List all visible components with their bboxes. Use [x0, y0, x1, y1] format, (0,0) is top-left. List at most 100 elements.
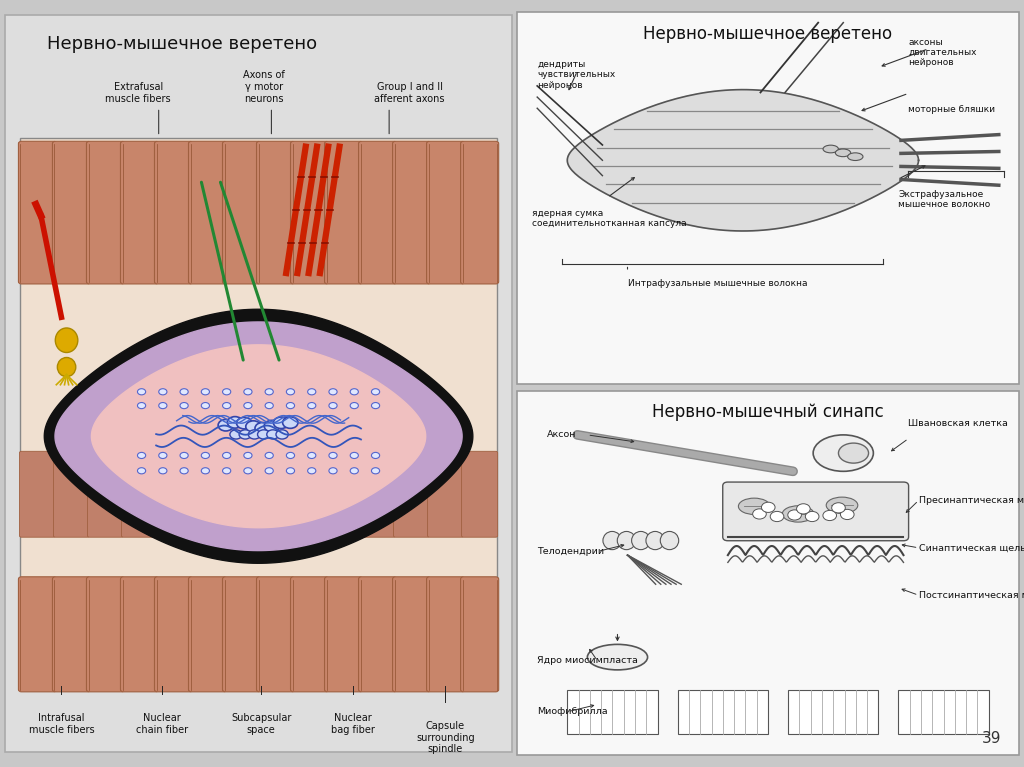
Circle shape: [329, 468, 337, 474]
FancyBboxPatch shape: [517, 391, 1019, 755]
Circle shape: [159, 468, 167, 474]
Circle shape: [266, 430, 279, 439]
Circle shape: [372, 468, 380, 474]
Text: Нервно-мышечное веретено: Нервно-мышечное веретено: [47, 35, 317, 52]
Bar: [567, 690, 657, 733]
FancyBboxPatch shape: [723, 482, 908, 541]
Text: Capsule
surrounding
spindle: Capsule surrounding spindle: [416, 721, 475, 754]
Circle shape: [329, 389, 337, 395]
Text: Интрафузальные мышечные волокна: Интрафузальные мышечные волокна: [628, 279, 807, 288]
Polygon shape: [567, 90, 919, 231]
Circle shape: [258, 430, 270, 439]
Ellipse shape: [782, 505, 814, 522]
Circle shape: [329, 453, 337, 459]
Text: Ядро миосимпласта: Ядро миосимпласта: [538, 657, 638, 665]
Circle shape: [137, 468, 145, 474]
Circle shape: [265, 389, 273, 395]
Circle shape: [137, 389, 145, 395]
FancyBboxPatch shape: [292, 451, 328, 537]
FancyBboxPatch shape: [53, 451, 89, 537]
Circle shape: [180, 468, 188, 474]
Ellipse shape: [813, 435, 873, 471]
Circle shape: [307, 453, 315, 459]
Ellipse shape: [826, 497, 858, 513]
Circle shape: [762, 502, 775, 512]
Text: Нервно-мышечный синапс: Нервно-мышечный синапс: [652, 403, 884, 420]
Circle shape: [287, 453, 295, 459]
Circle shape: [244, 453, 252, 459]
Circle shape: [244, 389, 252, 395]
Circle shape: [287, 468, 295, 474]
Ellipse shape: [660, 532, 679, 550]
Circle shape: [244, 403, 252, 409]
FancyBboxPatch shape: [188, 577, 226, 692]
Text: Синаптическая щель: Синаптическая щель: [919, 543, 1024, 552]
Text: дендриты
чувствительных
нейронов: дендриты чувствительных нейронов: [538, 60, 615, 90]
Polygon shape: [91, 345, 426, 528]
FancyBboxPatch shape: [392, 141, 431, 284]
Circle shape: [770, 512, 783, 522]
FancyBboxPatch shape: [291, 141, 329, 284]
Circle shape: [350, 389, 358, 395]
FancyBboxPatch shape: [87, 451, 124, 537]
Circle shape: [283, 416, 298, 428]
Text: Group I and II
afferent axons: Group I and II afferent axons: [375, 82, 444, 104]
Ellipse shape: [632, 532, 650, 550]
FancyBboxPatch shape: [155, 141, 193, 284]
Ellipse shape: [588, 644, 647, 670]
Text: Швановская клетка: Швановская клетка: [908, 420, 1009, 429]
Text: Extrafusal
muscle fibers: Extrafusal muscle fibers: [105, 82, 171, 104]
Circle shape: [244, 468, 252, 474]
FancyBboxPatch shape: [189, 451, 225, 537]
Polygon shape: [55, 322, 462, 551]
FancyBboxPatch shape: [393, 451, 430, 537]
FancyBboxPatch shape: [427, 577, 465, 692]
Circle shape: [227, 416, 243, 428]
Text: Телодендрии: Телодендрии: [538, 547, 604, 556]
Bar: [898, 690, 989, 733]
FancyBboxPatch shape: [359, 451, 395, 537]
Circle shape: [823, 510, 837, 521]
Text: 39: 39: [982, 730, 1001, 746]
Circle shape: [180, 453, 188, 459]
Circle shape: [159, 453, 167, 459]
FancyBboxPatch shape: [223, 451, 260, 537]
Circle shape: [753, 509, 766, 519]
Circle shape: [137, 453, 145, 459]
Text: ядерная сумка
соединительнотканная капсула: ядерная сумка соединительнотканная капсу…: [532, 209, 687, 228]
Circle shape: [159, 403, 167, 409]
Circle shape: [222, 468, 230, 474]
Text: Nuclear
chain fiber: Nuclear chain fiber: [136, 713, 187, 735]
FancyBboxPatch shape: [222, 577, 260, 692]
Circle shape: [350, 453, 358, 459]
Ellipse shape: [603, 532, 622, 550]
FancyBboxPatch shape: [18, 141, 56, 284]
Circle shape: [265, 403, 273, 409]
Circle shape: [350, 468, 358, 474]
Circle shape: [265, 468, 273, 474]
Circle shape: [237, 417, 252, 429]
Circle shape: [218, 420, 233, 431]
Circle shape: [307, 468, 315, 474]
Text: Axons of
γ motor
neurons: Axons of γ motor neurons: [244, 71, 285, 104]
FancyBboxPatch shape: [5, 15, 512, 752]
FancyBboxPatch shape: [256, 577, 295, 692]
Circle shape: [240, 430, 252, 439]
Circle shape: [797, 504, 810, 514]
FancyBboxPatch shape: [326, 451, 361, 537]
FancyBboxPatch shape: [86, 141, 125, 284]
Text: Нервно-мышечное веретено: Нервно-мышечное веретено: [643, 25, 893, 43]
Circle shape: [787, 510, 802, 520]
Text: Экстрафузальное
мышечное волокно: Экстрафузальное мышечное волокно: [898, 190, 990, 209]
FancyBboxPatch shape: [291, 577, 329, 692]
Circle shape: [248, 430, 260, 439]
FancyBboxPatch shape: [428, 451, 464, 537]
Ellipse shape: [646, 532, 665, 550]
Circle shape: [229, 430, 243, 439]
Circle shape: [202, 468, 210, 474]
Ellipse shape: [836, 149, 851, 156]
Circle shape: [265, 453, 273, 459]
Circle shape: [202, 389, 210, 395]
FancyBboxPatch shape: [19, 451, 55, 537]
Ellipse shape: [57, 357, 76, 377]
